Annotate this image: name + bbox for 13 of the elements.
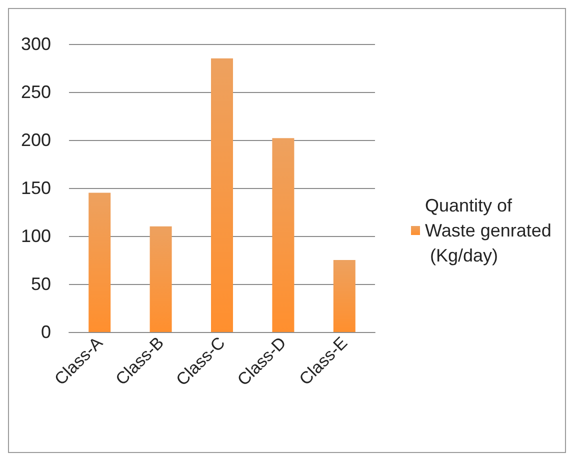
bar	[211, 58, 233, 332]
bar	[150, 226, 172, 332]
y-tick-label: 50	[30, 274, 51, 294]
y-tick-label: 100	[20, 226, 51, 246]
y-tick-label: 300	[20, 34, 51, 54]
legend-label: Quantity of Waste genrated (Kg/day)	[425, 196, 552, 266]
y-tick-label: 0	[40, 322, 51, 342]
y-tick-label: 250	[20, 82, 51, 102]
y-tick-label: 200	[20, 130, 51, 150]
y-tick-label: 150	[20, 178, 51, 198]
bar	[333, 260, 356, 332]
bar	[88, 192, 111, 332]
bar	[272, 138, 294, 332]
